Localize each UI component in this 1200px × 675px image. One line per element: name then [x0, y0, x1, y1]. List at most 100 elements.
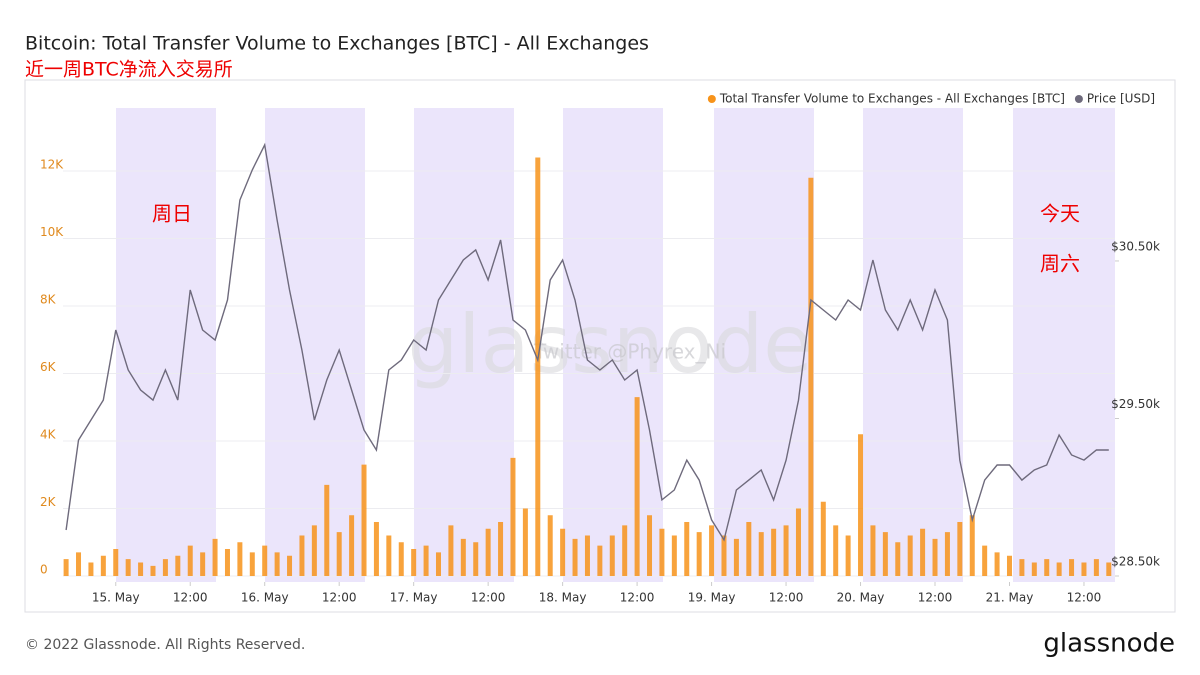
bar	[671, 535, 677, 576]
bar	[647, 515, 653, 576]
bar	[969, 515, 975, 576]
bar	[522, 508, 528, 576]
y-tick-label: 4K	[40, 427, 57, 441]
band	[863, 108, 963, 582]
chart-subtitle: 近一周BTC净流入交易所	[25, 59, 233, 81]
x-tick-label: 15. May	[92, 591, 140, 605]
annotation: 周日	[152, 202, 192, 226]
x-tick-label: 12:00	[1067, 591, 1102, 605]
bar	[858, 434, 864, 576]
bar	[783, 525, 789, 576]
bar	[1019, 559, 1025, 576]
bar	[1069, 559, 1075, 576]
annotation: 今天	[1040, 202, 1080, 226]
bar	[622, 525, 628, 576]
legend-marker	[707, 95, 716, 103]
bar	[324, 484, 330, 576]
band	[116, 108, 216, 582]
bar	[696, 532, 702, 576]
bar	[721, 535, 727, 576]
bar	[125, 559, 131, 576]
bar	[1106, 562, 1112, 576]
y2-tick-label: $30.50k	[1111, 239, 1160, 253]
bar	[808, 177, 814, 576]
bar	[63, 559, 69, 576]
band	[563, 108, 663, 582]
bar	[349, 515, 355, 576]
band	[714, 108, 814, 582]
bar	[994, 552, 1000, 576]
bar	[870, 525, 876, 576]
bar	[895, 542, 901, 576]
annotation: 周六	[1040, 252, 1080, 276]
bar	[560, 528, 566, 576]
bar	[709, 525, 715, 576]
bar	[957, 521, 963, 576]
bar	[299, 535, 305, 576]
y-tick-label: 12K	[40, 158, 64, 172]
band	[1013, 108, 1115, 582]
bar	[944, 532, 950, 576]
x-tick-label: 17. May	[390, 591, 438, 605]
bar	[262, 545, 268, 576]
bar	[1081, 562, 1087, 576]
bar	[212, 538, 218, 576]
bar	[138, 562, 144, 576]
bar	[287, 555, 293, 576]
bar	[597, 545, 603, 576]
x-tick-label: 20. May	[837, 591, 885, 605]
plot: 0 2K 4K 6K 8K 10K 12K $28.50k $29.50k $30.50k 15. …	[40, 92, 1160, 605]
bar	[373, 521, 379, 576]
bar	[88, 562, 94, 576]
bar	[411, 548, 417, 576]
x-tick-label: 12:00	[322, 591, 357, 605]
bar	[634, 397, 640, 576]
x-tick-label: 19. May	[688, 591, 736, 605]
bar	[460, 538, 466, 576]
bar	[100, 555, 106, 576]
bar	[572, 538, 578, 576]
band	[265, 108, 365, 582]
footer: © 2022 Glassnode. All Rights Reserved.	[25, 637, 305, 653]
bar	[1006, 555, 1012, 576]
y2-tick-label: $28.50k	[1111, 555, 1160, 569]
bar	[920, 528, 926, 576]
x-tick-label: 18. May	[539, 591, 587, 605]
y-tick-label: 8K	[40, 293, 57, 307]
bar	[1056, 562, 1062, 576]
y2-tick-label: $29.50k	[1111, 397, 1160, 411]
bar	[820, 501, 826, 576]
bar	[448, 525, 454, 576]
bar	[150, 565, 156, 576]
bar	[733, 538, 739, 576]
bar	[547, 515, 553, 576]
x-tick-label: 12:00	[620, 591, 655, 605]
x-tick-label: 12:00	[173, 591, 208, 605]
bar	[473, 542, 479, 576]
bar	[224, 548, 230, 576]
x-tick-label: 12:00	[918, 591, 953, 605]
bar	[771, 528, 777, 576]
bar	[907, 535, 913, 576]
bar	[311, 525, 317, 576]
bar	[187, 545, 193, 576]
bar	[113, 548, 119, 576]
logo: glassnode	[1043, 629, 1175, 659]
bar	[535, 157, 541, 576]
chart-title: Bitcoin: Total Transfer Volume to Exchan…	[25, 33, 649, 55]
bar	[237, 542, 243, 576]
bar	[162, 559, 168, 576]
bar	[1093, 559, 1099, 576]
bar	[845, 535, 851, 576]
y-tick-label: 10K	[40, 225, 64, 239]
x-tick-label: 12:00	[471, 591, 506, 605]
bar	[932, 538, 938, 576]
bar	[336, 532, 342, 576]
x-tick-label: 12:00	[769, 591, 804, 605]
bar	[249, 552, 255, 576]
bar	[435, 552, 441, 576]
bar	[982, 545, 988, 576]
bar	[882, 532, 888, 576]
price-line	[65, 142, 1109, 542]
